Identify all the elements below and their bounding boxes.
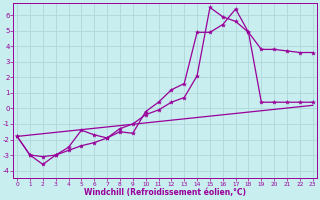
X-axis label: Windchill (Refroidissement éolien,°C): Windchill (Refroidissement éolien,°C) bbox=[84, 188, 246, 197]
